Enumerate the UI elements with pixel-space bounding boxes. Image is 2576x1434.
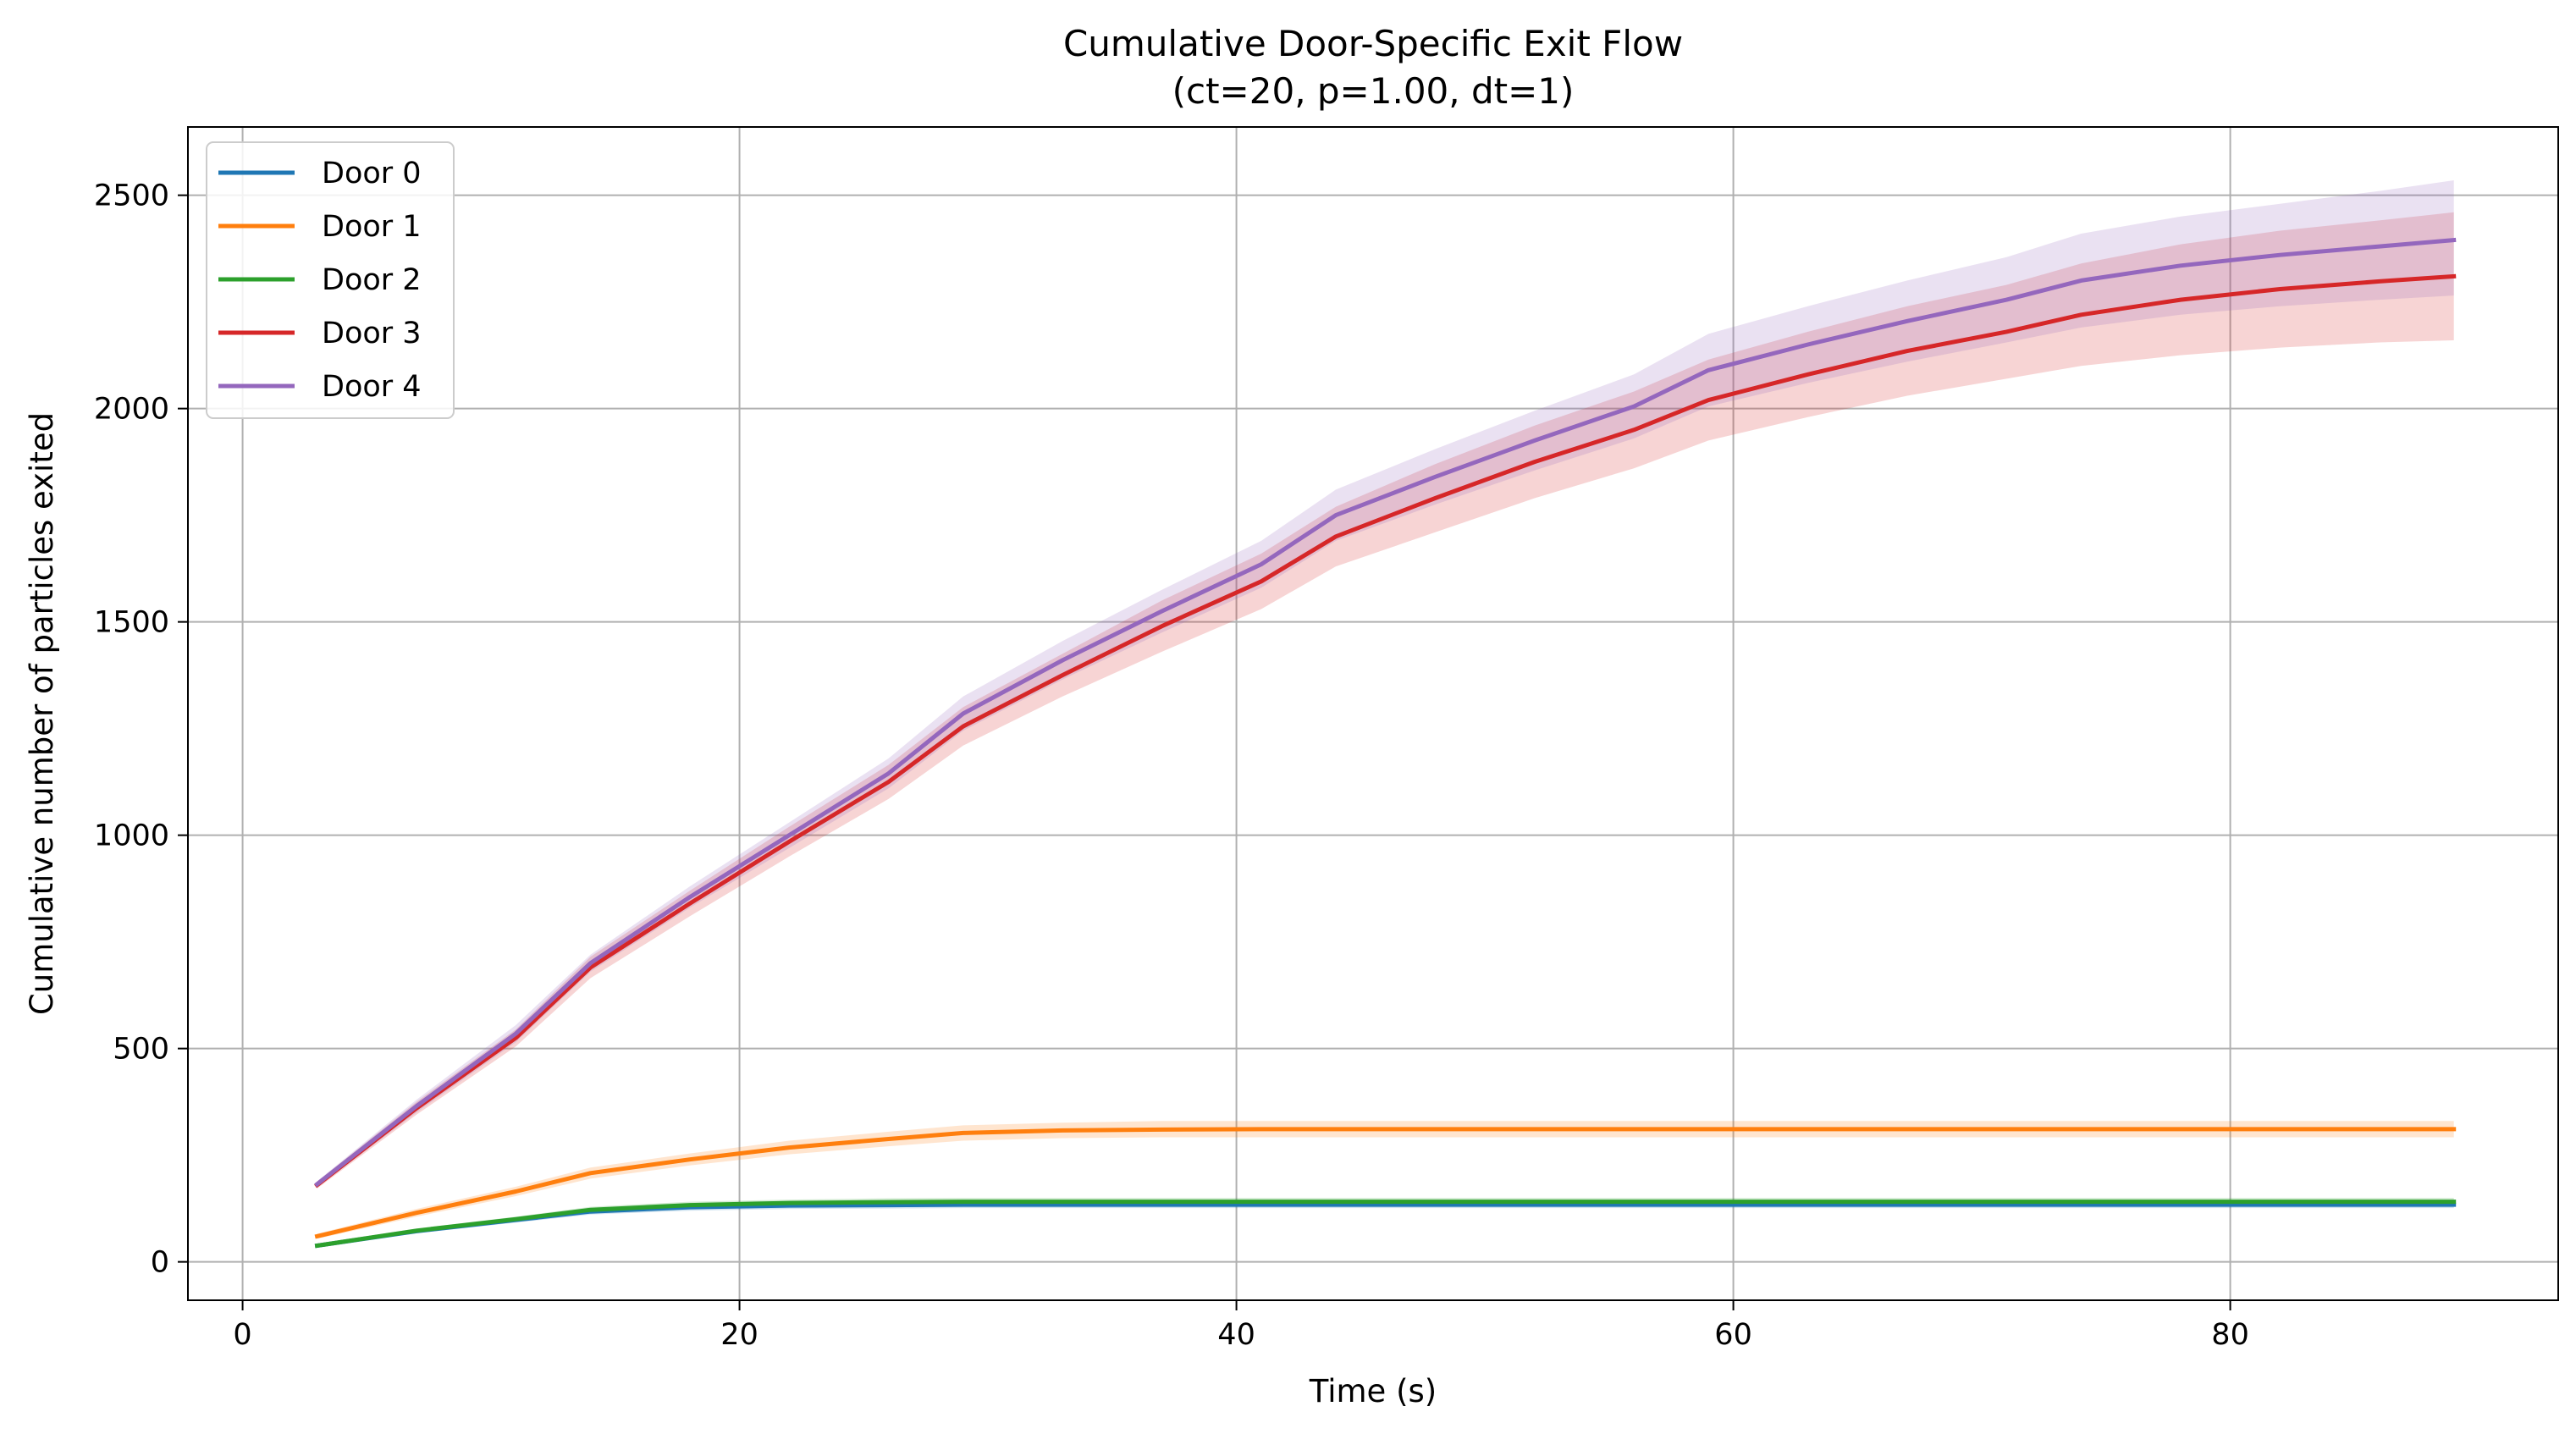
x-axis-ticks: 0 20 40 60 80 bbox=[233, 1300, 2249, 1352]
door-0-line bbox=[314, 1202, 2457, 1249]
legend-label-door-0: Door 0 bbox=[322, 157, 422, 190]
y-tick-label: 2000 bbox=[94, 393, 169, 427]
legend: Door 0 Door 1 Door 2 Door 3 Door 4 bbox=[206, 141, 455, 419]
door-3-line bbox=[314, 273, 2457, 1189]
y-tick-label: 500 bbox=[113, 1033, 169, 1067]
y-tick-label: 1500 bbox=[94, 606, 169, 640]
door-3-band bbox=[317, 212, 2454, 1189]
legend-label-door-2: Door 2 bbox=[322, 263, 422, 297]
legend-box bbox=[206, 141, 455, 419]
y-axis-ticks: 0 500 1000 1500 2000 2500 bbox=[94, 179, 188, 1280]
chart-title: Cumulative Door-Specific Exit Flow bbox=[1063, 23, 1683, 64]
y-tick-label: 1000 bbox=[94, 819, 169, 853]
door-1-band bbox=[317, 1121, 2454, 1239]
legend-label-door-3: Door 3 bbox=[322, 317, 422, 350]
x-tick-label: 60 bbox=[1714, 1318, 1752, 1352]
y-tick-label: 2500 bbox=[94, 179, 169, 213]
y-axis-label: Cumulative number of particles exited bbox=[24, 412, 60, 1015]
x-axis-label: Time (s) bbox=[1309, 1373, 1437, 1409]
plot-frame bbox=[187, 126, 2559, 1301]
confidence-bands bbox=[317, 180, 2454, 1248]
door-1-line bbox=[314, 1127, 2457, 1239]
x-tick-label: 80 bbox=[2211, 1318, 2249, 1352]
x-tick-label: 40 bbox=[1217, 1318, 1255, 1352]
x-tick-label: 0 bbox=[233, 1318, 251, 1352]
door-2-line bbox=[314, 1200, 2457, 1249]
y-tick-label: 0 bbox=[151, 1246, 169, 1280]
grid bbox=[188, 127, 2558, 1300]
series-lines bbox=[314, 237, 2457, 1249]
chart-subtitle: (ct=20, p=1.00, dt=1) bbox=[1172, 70, 1575, 112]
legend-label-door-4: Door 4 bbox=[322, 370, 422, 404]
legend-label-door-1: Door 1 bbox=[322, 210, 422, 244]
door-4-line bbox=[314, 237, 2457, 1188]
door-4-band bbox=[317, 180, 2454, 1188]
x-tick-label: 20 bbox=[720, 1318, 758, 1352]
